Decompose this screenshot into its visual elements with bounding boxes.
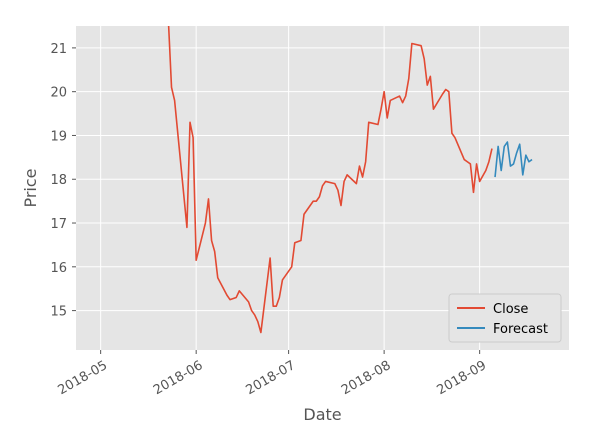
y-axis: 15 16 17 18 19 20 21 [50,42,76,320]
x-tick-label: 2018-06 [151,358,206,398]
y-tick-label: 15 [50,305,67,320]
y-tick-label: 17 [50,217,67,232]
x-tick-label: 2018-09 [434,358,489,398]
x-tick-label: 2018-08 [339,358,394,398]
gridlines [76,26,569,350]
x-axis: 2018-05 2018-06 2018-07 2018-08 2018-09 [55,350,489,398]
y-axis-label: Price [21,168,40,207]
y-tick-label: 16 [50,261,67,276]
x-axis-label: Date [303,405,341,424]
series-line-close [167,26,493,334]
x-tick-label: 2018-05 [55,358,110,398]
legend-box [448,293,562,343]
x-tick-label: 2018-07 [243,358,298,398]
legend: Close Forecast [448,293,562,343]
series-layer [167,26,533,334]
y-tick-label: 19 [50,129,67,144]
legend-label-close: Close [493,302,528,317]
series-line-forecast [494,141,533,178]
y-tick-label: 18 [50,173,67,188]
legend-label-forecast: Forecast [493,322,548,337]
y-tick-label: 21 [50,42,67,57]
y-tick-label: 20 [50,86,67,101]
